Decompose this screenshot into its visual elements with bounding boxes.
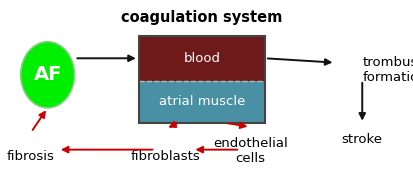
- Bar: [138, 36, 264, 123]
- Text: coagulation system: coagulation system: [121, 10, 282, 25]
- Text: fibrosis: fibrosis: [7, 150, 55, 163]
- Text: AF: AF: [33, 65, 62, 84]
- Bar: [138, 81, 264, 123]
- Text: stroke: stroke: [341, 133, 382, 146]
- Ellipse shape: [21, 42, 74, 108]
- Text: trombus
formation: trombus formation: [361, 56, 413, 84]
- Text: fibroblasts: fibroblasts: [131, 150, 200, 163]
- Text: blood: blood: [183, 52, 220, 65]
- Bar: [138, 36, 264, 81]
- Text: atrial muscle: atrial muscle: [158, 95, 244, 108]
- Text: endothelial
cells: endothelial cells: [213, 137, 287, 165]
